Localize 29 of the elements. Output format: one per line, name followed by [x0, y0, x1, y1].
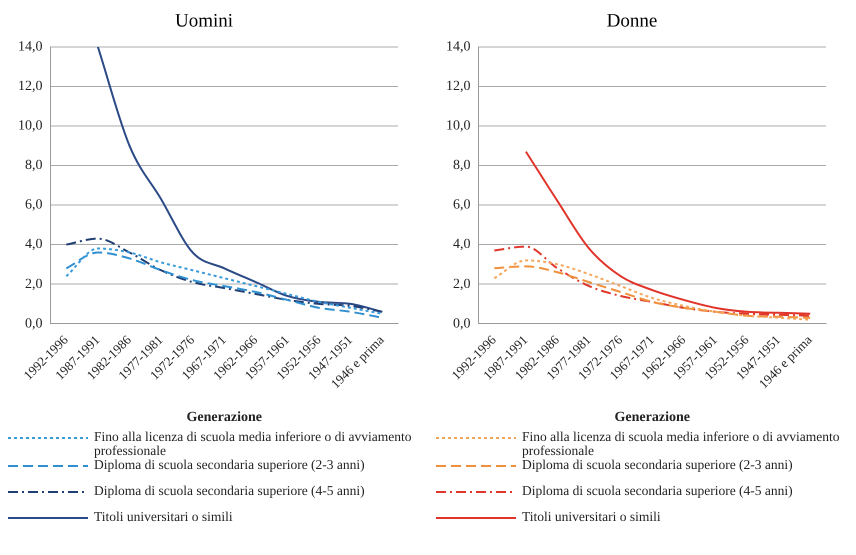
chart-title: Uomini	[174, 10, 234, 32]
legend-label: Fino alla licenza di scuola media inferiore o di avviamento professionale	[522, 429, 841, 458]
chart-title: Donne	[606, 10, 658, 32]
y-tick-label: 0,0	[453, 316, 470, 332]
y-tick-label: 8,0	[453, 158, 470, 174]
y-tick-label: 10,0	[18, 118, 42, 134]
y-tick-label: 2,0	[453, 276, 470, 292]
legend-label: Diploma di scuola secondaria superiore (4-5 anni)	[94, 483, 365, 498]
y-tick-label: 14,0	[18, 39, 42, 54]
y-tick-label: 4,0	[453, 237, 470, 252]
x-axis-title: Generazione	[186, 410, 262, 426]
y-tick-label: 12,0	[446, 79, 470, 94]
y-tick-label: 6,0	[25, 198, 42, 213]
legend-label: Diploma di scuola secondaria superiore (2-3 anni)	[522, 457, 793, 472]
line-series	[65, 238, 384, 313]
y-tick-label: 2,0	[25, 276, 42, 292]
legend-label: Diploma di scuola secondaria superiore (2-3 anni)	[94, 457, 365, 472]
legend-label: Titoli universitari o simili	[94, 509, 233, 524]
y-tick-label: 12,0	[18, 79, 42, 94]
y-tick-label: 10,0	[446, 118, 470, 134]
legend-label: Diploma di scuola secondaria superiore (4-5 anni)	[522, 483, 793, 498]
x-axis-title: Generazione	[614, 410, 690, 426]
y-tick-label: 0,0	[25, 316, 42, 332]
y-tick-label: 8,0	[25, 158, 42, 174]
legend-label: Fino alla licenza di scuola media inferiore o di avviamento professionale	[94, 429, 413, 458]
y-tick-label: 6,0	[453, 198, 470, 213]
legend-label: Titoli universitari o simili	[522, 509, 661, 524]
y-tick-label: 4,0	[25, 237, 42, 252]
y-tick-label: 14,0	[446, 39, 470, 54]
